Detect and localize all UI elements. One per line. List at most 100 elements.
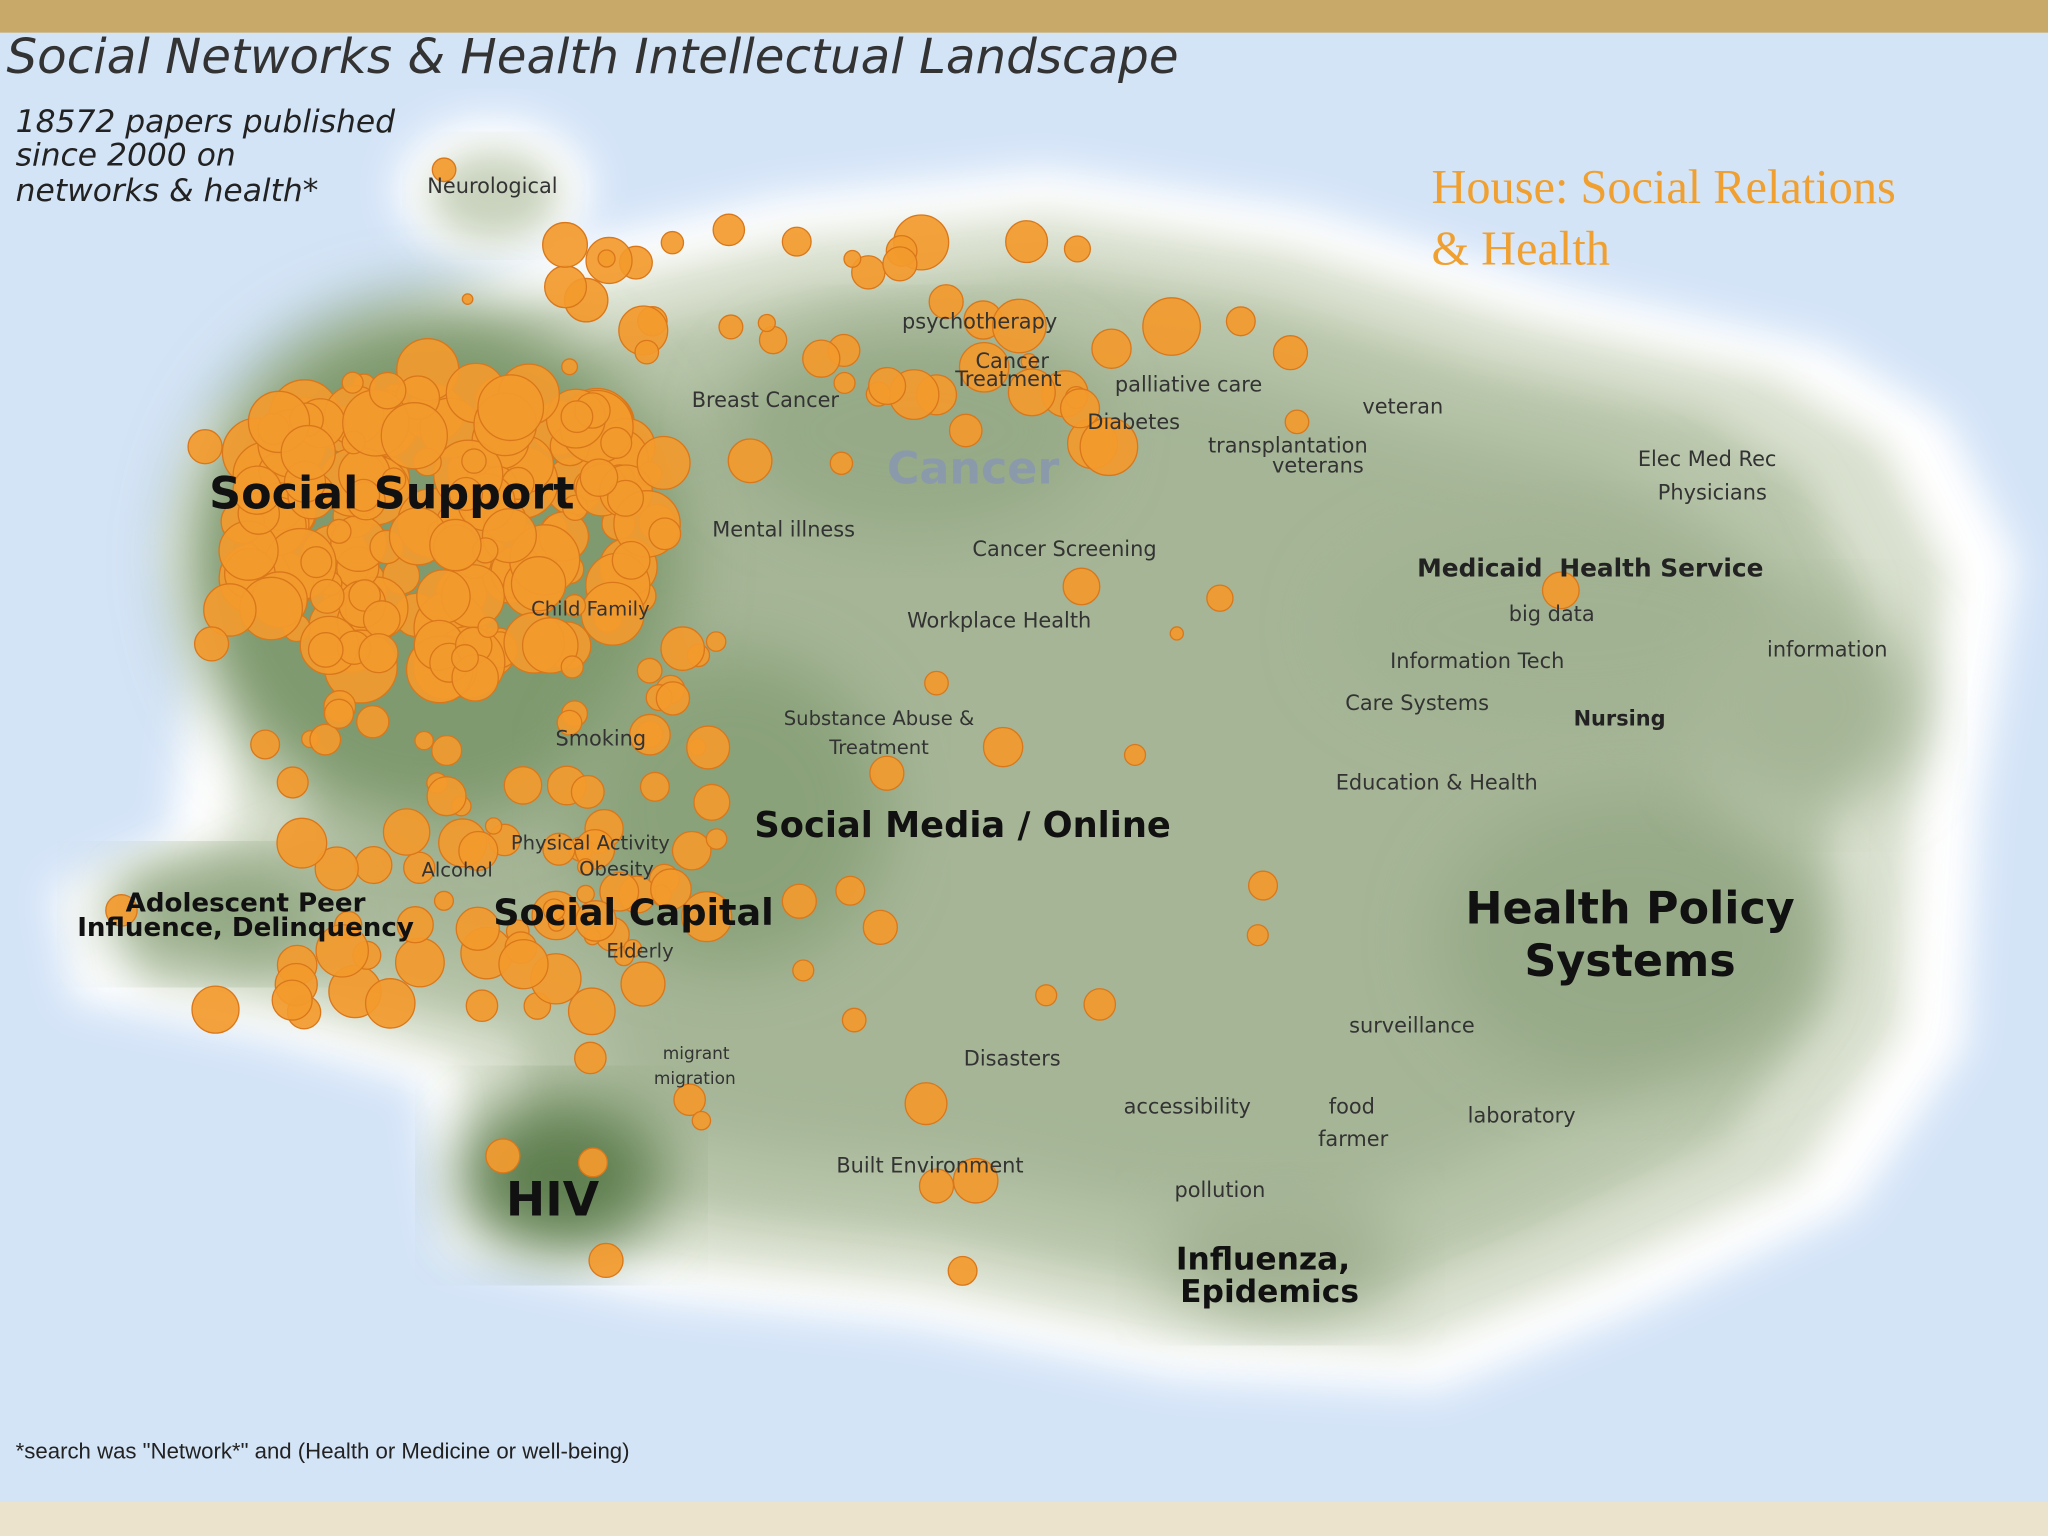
paper-dot: [354, 845, 393, 885]
paper-dot: [928, 284, 964, 320]
paper-dot: [448, 476, 484, 512]
paper-dot: [636, 435, 691, 490]
paper-dot: [629, 713, 671, 756]
paper-dot: [655, 681, 691, 716]
region-label: Influence, Delinquency: [77, 913, 414, 943]
paper-dot: [105, 894, 138, 927]
paper-dot: [1062, 567, 1101, 606]
paper-dot: [382, 808, 431, 856]
paper-dot: [315, 924, 369, 978]
region-label: Mental illness: [712, 517, 855, 541]
paper-dot: [833, 371, 856, 395]
paper-dot: [1007, 368, 1056, 417]
paper-dot: [948, 413, 983, 448]
paper-dot: [693, 783, 731, 821]
subtitle-line: since 2000 on: [16, 138, 236, 174]
paper-dot: [1091, 328, 1132, 369]
paper-dot: [191, 985, 240, 1034]
paper-dot: [577, 1147, 608, 1178]
paper-dot: [1248, 870, 1279, 901]
density-area: [1684, 600, 1920, 810]
density-area: [457, 1097, 667, 1254]
paper-dot: [712, 213, 746, 247]
paper-dot: [193, 626, 230, 662]
paper-dot: [575, 900, 617, 942]
paper-dot: [1079, 417, 1139, 477]
region-label: Diabetes: [1087, 410, 1180, 434]
paper-dot: [588, 1242, 624, 1279]
density-area: [1162, 1188, 1398, 1320]
paper-dot: [347, 478, 381, 512]
paper-dot: [356, 705, 390, 739]
paper-dot: [1142, 297, 1201, 356]
paper-dot: [276, 817, 328, 869]
paper-dot: [576, 858, 595, 876]
paper-dot: [671, 830, 712, 871]
paper-dot: [636, 657, 663, 684]
region-label: Social Support: [209, 468, 574, 519]
paper-dot: [307, 632, 344, 668]
region-label: Alcohol: [421, 859, 492, 882]
paper-dot: [781, 226, 812, 257]
region-label: Information Tech: [1390, 649, 1564, 673]
title: Social Networks & Health Intellectual La…: [7, 29, 1179, 85]
region-label: Health Policy: [1465, 884, 1794, 935]
region-label: palliative care: [1115, 372, 1262, 396]
paper-dot: [276, 766, 309, 799]
paper-dot: [458, 830, 499, 872]
paper-dot: [639, 771, 670, 802]
paper-dot: [461, 448, 487, 474]
paper-dot: [947, 1255, 978, 1286]
region-label: Epidemics: [1180, 1274, 1359, 1310]
paper-dot: [477, 374, 545, 442]
region-label: Nursing: [1574, 707, 1666, 731]
paper-dot: [611, 540, 651, 580]
paper-dot: [634, 339, 660, 365]
paper-dot: [403, 851, 436, 884]
region-label: Built Environment: [836, 1153, 1023, 1177]
paper-dot: [510, 556, 567, 612]
paper-dot: [958, 341, 1010, 393]
house-label: House: Social Relations: [1432, 161, 1896, 214]
paper-dot: [841, 1007, 867, 1033]
paper-dot: [341, 371, 364, 394]
paper-dot: [1063, 235, 1092, 263]
paper-dot: [431, 157, 457, 183]
paper-dot: [1206, 584, 1234, 612]
paper-dot: [477, 616, 499, 639]
paper-dot: [597, 249, 616, 268]
region-label: Cancer: [975, 349, 1049, 373]
paper-dot: [1225, 306, 1256, 337]
paper-dot: [620, 961, 666, 1007]
paper-dot: [868, 366, 907, 406]
paper-dot: [792, 959, 815, 982]
region-label: Elderly: [606, 940, 673, 963]
paper-dot: [426, 776, 467, 817]
region-label: Physical Activity: [511, 831, 670, 854]
paper-dot: [681, 891, 733, 943]
paper-dot: [203, 583, 257, 637]
paper-dots: [105, 157, 1580, 1286]
paper-dot: [314, 846, 359, 891]
paper-dot: [843, 249, 862, 268]
paper-dot: [433, 890, 455, 911]
density-area: [1436, 796, 1829, 1085]
density-area: [1332, 522, 1803, 732]
paper-dot: [924, 670, 949, 696]
paper-dot: [660, 230, 685, 255]
paper-dot: [1083, 988, 1117, 1021]
region-label: Health Service: [1559, 553, 1763, 582]
paper-dot: [1035, 984, 1058, 1007]
paper-dot: [381, 467, 407, 493]
region-label: food: [1329, 1095, 1375, 1119]
paper-dot: [250, 729, 281, 760]
region-label: Influenza,: [1176, 1241, 1350, 1277]
paper-dot: [1284, 409, 1310, 435]
house-label: & Health: [1432, 222, 1610, 275]
paper-dot: [835, 875, 866, 906]
region-label: Cancer: [887, 444, 1060, 495]
region-label: Adolescent Peer: [126, 888, 366, 918]
paper-dot: [484, 817, 503, 835]
paper-dot: [757, 313, 776, 333]
